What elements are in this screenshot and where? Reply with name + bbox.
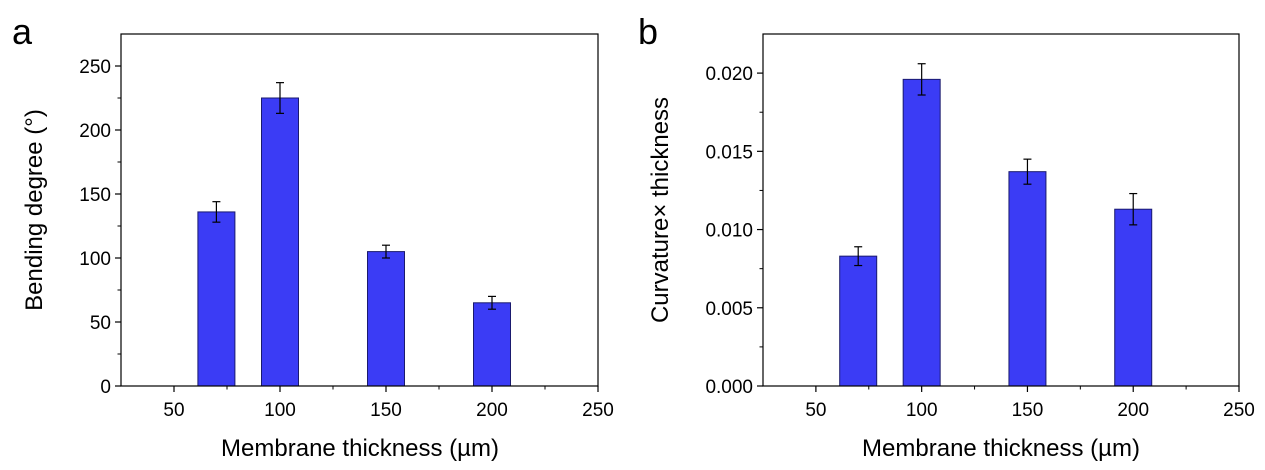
bars-a xyxy=(197,82,511,387)
chart-panel-b: b 50 100 150 200 250 0.000 0.005 0.010 0.015 0.02… xyxy=(638,11,1255,462)
ticks-a: 50 100 150 200 250 0 50 100 150 200 250 xyxy=(79,57,614,421)
x-tick-label: 150 xyxy=(370,400,402,421)
bars-b xyxy=(839,63,1153,387)
bar xyxy=(1008,171,1047,387)
x-tick-label: 50 xyxy=(163,400,184,421)
plot-frame-a xyxy=(120,33,599,387)
y-tick-label: 0.010 xyxy=(705,221,753,242)
y-axis-label-b: Curvature× thickness xyxy=(647,97,674,323)
ticks-b: 50 100 150 200 250 0.000 0.005 0.010 0.015 0.020 xyxy=(705,64,1254,421)
y-tick-label: 50 xyxy=(90,313,111,334)
x-axis-label-a: Membrane thickness (µm) xyxy=(221,435,499,462)
x-tick-label: 250 xyxy=(1223,400,1255,421)
panel-label-b: b xyxy=(638,11,658,52)
bar xyxy=(473,302,511,387)
x-tick-label: 100 xyxy=(264,400,296,421)
chart-panel-a: a 50 100 150 200 250 0 50 100 150 200 250 Membrane… xyxy=(12,11,614,462)
bar xyxy=(1114,208,1153,387)
x-tick-label: 100 xyxy=(906,400,938,421)
y-tick-label: 150 xyxy=(79,185,111,206)
y-tick-label: 0.015 xyxy=(705,142,753,163)
plot-frame-b xyxy=(762,33,1240,387)
bar xyxy=(261,97,299,387)
bar xyxy=(367,251,405,387)
y-tick-label: 0.000 xyxy=(705,377,753,398)
x-axis-label-b: Membrane thickness (µm) xyxy=(862,435,1140,462)
bar xyxy=(197,211,236,387)
panel-label-a: a xyxy=(12,11,33,52)
y-axis-label-a: Bending degree (°) xyxy=(21,109,48,311)
y-tick-label: 0.020 xyxy=(705,64,753,85)
x-tick-label: 150 xyxy=(1012,400,1044,421)
y-tick-label: 0.005 xyxy=(705,299,753,320)
y-tick-label: 250 xyxy=(79,57,111,78)
x-tick-label: 200 xyxy=(476,400,508,421)
y-tick-label: 0 xyxy=(100,377,111,398)
y-tick-label: 100 xyxy=(79,249,111,270)
bar xyxy=(839,255,878,387)
x-tick-label: 250 xyxy=(582,400,614,421)
x-tick-label: 50 xyxy=(805,400,826,421)
bar xyxy=(902,78,941,387)
y-tick-label: 200 xyxy=(79,121,111,142)
x-tick-label: 200 xyxy=(1117,400,1149,421)
